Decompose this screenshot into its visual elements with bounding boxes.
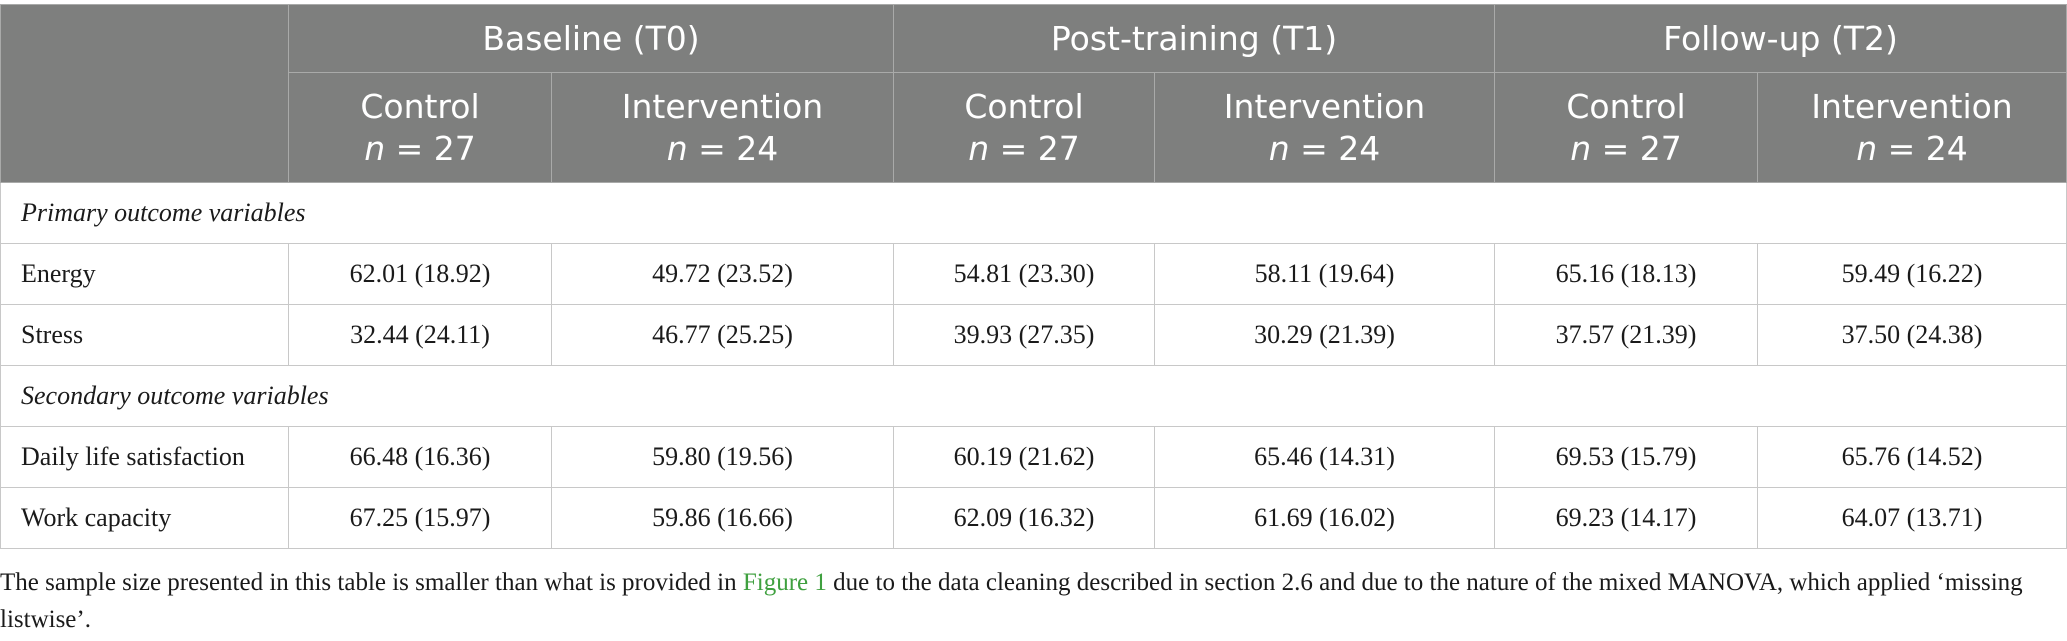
sample-size: n = 24 — [666, 128, 779, 168]
subheader-label: Control — [360, 86, 480, 126]
sample-size: n = 27 — [968, 128, 1080, 168]
table-cell: 30.29 (21.39) — [1153, 304, 1496, 366]
table-cell: 59.86 (16.66) — [551, 487, 894, 549]
section-row-secondary: Secondary outcome variables — [0, 365, 2067, 427]
subheader-t0-intervention: Intervention n = 24 — [551, 72, 894, 183]
table-cell: 61.69 (16.02) — [1153, 487, 1496, 549]
group-header-baseline: Baseline (T0) — [288, 4, 894, 73]
table-row: Energy 62.01 (18.92) 49.72 (23.52) 54.81… — [0, 243, 2067, 305]
subheader-label: Intervention — [1811, 86, 2013, 126]
sample-size: n = 27 — [1570, 128, 1682, 168]
subheader-t2-control: Control n = 27 — [1494, 72, 1759, 183]
table-cell: 62.01 (18.92) — [288, 243, 552, 305]
footnote-text-end: due to the data cleaning described in se… — [0, 569, 2023, 633]
section-title: Secondary outcome variables — [0, 365, 2067, 427]
corner-header-cell — [0, 4, 289, 183]
table-footnote: The sample size presented in this table … — [0, 564, 2050, 638]
subheader-label: Intervention — [621, 86, 824, 126]
table-cell: 58.11 (19.64) — [1153, 243, 1496, 305]
table-cell: 37.50 (24.38) — [1757, 304, 2067, 366]
table-cell: 66.48 (16.36) — [288, 426, 552, 488]
footnote-text-start: The sample size presented in this table … — [0, 569, 743, 596]
table-cell: 69.23 (14.17) — [1494, 487, 1759, 549]
table-cell: 65.46 (14.31) — [1153, 426, 1496, 488]
table-row: Daily life satisfaction 66.48 (16.36) 59… — [0, 426, 2067, 488]
table-cell: 37.57 (21.39) — [1494, 304, 1759, 366]
table-cell: 49.72 (23.52) — [551, 243, 894, 305]
table-cell: 65.16 (18.13) — [1494, 243, 1759, 305]
table-cell: 59.80 (19.56) — [551, 426, 894, 488]
sample-size: n = 24 — [1268, 128, 1381, 168]
table-cell: 69.53 (15.79) — [1494, 426, 1759, 488]
table-cell: 59.49 (16.22) — [1757, 243, 2067, 305]
table-cell: 46.77 (25.25) — [551, 304, 894, 366]
subgroup-header-row: Control n = 27 Intervention n = 24 Contr… — [1, 72, 2067, 183]
row-label: Daily life satisfaction — [0, 426, 289, 488]
subheader-label: Control — [964, 86, 1084, 126]
table-cell: 65.76 (14.52) — [1757, 426, 2067, 488]
group-header-follow-up: Follow-up (T2) — [1494, 4, 2067, 73]
table-cell: 64.07 (13.71) — [1757, 487, 2067, 549]
group-header-post-training: Post-training (T1) — [892, 4, 1496, 73]
table-cell: 60.19 (21.62) — [893, 426, 1155, 488]
table-row: Stress 32.44 (24.11) 46.77 (25.25) 39.93… — [0, 304, 2067, 366]
group-header-row: Baseline (T0) Post-training (T1) Follow-… — [0, 4, 2067, 183]
subheader-label: Intervention — [1223, 86, 1426, 126]
table-cell: 62.09 (16.32) — [893, 487, 1155, 549]
sample-size: n = 24 — [1856, 128, 1968, 168]
subheader-label: Control — [1566, 86, 1686, 126]
table-cell: 32.44 (24.11) — [288, 304, 552, 366]
table-cell: 67.25 (15.97) — [288, 487, 552, 549]
row-label: Stress — [0, 304, 289, 366]
subheader-t1-intervention: Intervention n = 24 — [1153, 72, 1496, 183]
figure-1-link[interactable]: Figure 1 — [742, 569, 827, 596]
table-cell: 54.81 (23.30) — [893, 243, 1155, 305]
results-table: Baseline (T0) Post-training (T1) Follow-… — [0, 4, 2067, 549]
table-row: Work capacity 67.25 (15.97) 59.86 (16.66… — [0, 487, 2067, 549]
sample-size: n = 27 — [364, 128, 476, 168]
subheader-t0-control: Control n = 27 — [288, 72, 552, 183]
subheader-t2-intervention: Intervention n = 24 — [1757, 72, 2067, 183]
row-label: Energy — [0, 243, 289, 305]
subheader-t1-control: Control n = 27 — [893, 72, 1155, 183]
row-label: Work capacity — [0, 487, 289, 549]
section-row-primary: Primary outcome variables — [0, 182, 2067, 244]
table-cell: 39.93 (27.35) — [893, 304, 1155, 366]
section-title: Primary outcome variables — [0, 182, 2067, 244]
